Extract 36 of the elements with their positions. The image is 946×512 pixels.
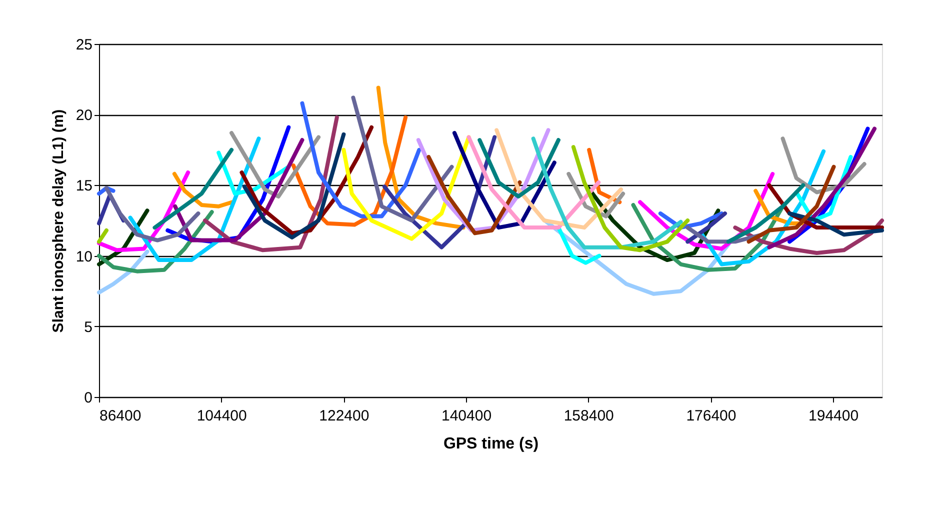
line-series xyxy=(351,96,454,222)
line-series xyxy=(172,172,234,208)
line-series xyxy=(780,136,866,194)
line-series xyxy=(230,130,321,198)
line-series xyxy=(97,210,214,274)
y-axis-title: Slant ionosphere delay (L1) (m) xyxy=(50,109,67,333)
line-series xyxy=(300,101,422,218)
y-tick-label: 0 xyxy=(84,390,92,406)
line-series xyxy=(104,186,200,242)
line-series xyxy=(788,211,884,237)
x-tick-label: 122400 xyxy=(319,408,370,424)
x-tick-label: 86400 xyxy=(100,408,142,424)
line-series xyxy=(242,132,346,240)
x-tick-label: 104400 xyxy=(196,408,247,424)
line-series xyxy=(746,164,836,244)
line-series xyxy=(97,250,150,295)
line-series xyxy=(342,135,471,241)
y-tick-label: 15 xyxy=(76,178,92,195)
line-series xyxy=(494,128,623,230)
line-series xyxy=(767,126,877,250)
x-tick-label: 176400 xyxy=(686,408,736,424)
line-series xyxy=(173,138,304,242)
x-tick-label: 140400 xyxy=(442,408,492,424)
line-series xyxy=(426,154,522,236)
y-tick-label: 25 xyxy=(76,36,92,54)
line-series xyxy=(466,135,601,230)
line-series xyxy=(452,130,556,230)
y-tick-label: 20 xyxy=(76,107,92,124)
x-tick-label: 194400 xyxy=(808,408,859,424)
y-tick-label: 10 xyxy=(76,248,92,266)
line-series xyxy=(726,183,806,244)
y-tick-label: 5 xyxy=(84,318,92,336)
line-series xyxy=(531,136,683,250)
x-axis-title: GPS time (s) xyxy=(443,436,539,452)
x-tick-label: 158400 xyxy=(564,408,614,424)
line-series xyxy=(571,145,690,252)
